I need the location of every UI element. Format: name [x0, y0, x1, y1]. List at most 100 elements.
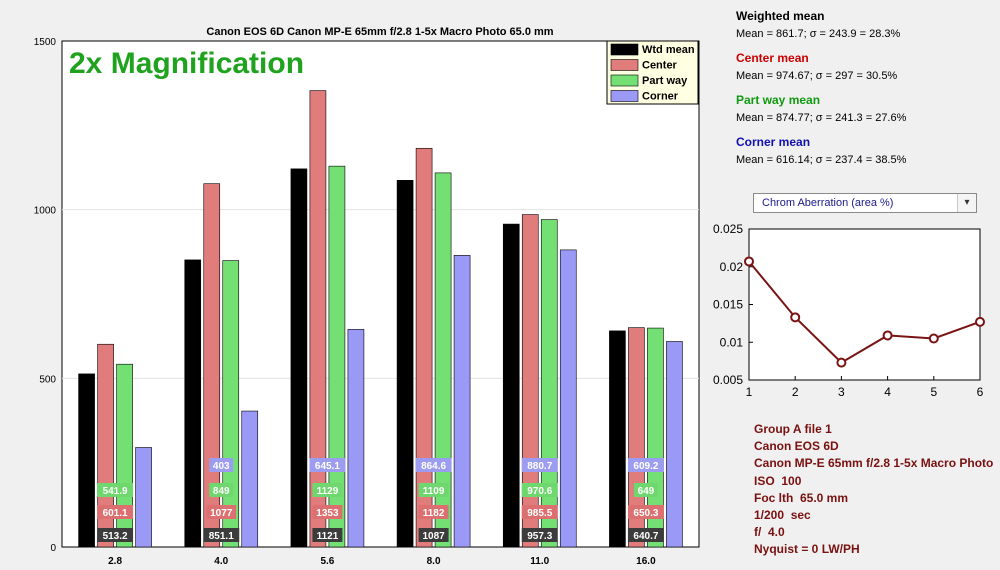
y-tick-label: 0.025: [713, 222, 743, 236]
value-label: 1109: [423, 486, 445, 497]
bar-center: [203, 183, 221, 548]
stats-panel: Weighted mean Mean = 861.7; σ = 243.9 = …: [736, 8, 986, 176]
value-label-bg: [209, 483, 234, 497]
value-label-bg: [312, 483, 343, 497]
bar-corner: [241, 410, 259, 548]
value-label: 645.1: [315, 461, 340, 472]
info-line: f/ 4.0: [754, 525, 785, 540]
value-label: 970.6: [527, 486, 552, 497]
value-label: 1087: [422, 531, 445, 542]
value-label-bg: [521, 458, 558, 472]
value-label: 1121: [317, 531, 339, 542]
value-label-bg: [627, 505, 664, 519]
chrom-aberration-chart: 0.005 0.01 0.015 0.02 0.025 1 2 3 4 5 6: [713, 222, 985, 399]
plot-area: [61, 40, 700, 548]
value-label-bg: [521, 528, 558, 542]
value-label: 403: [213, 461, 230, 472]
data-point: [790, 312, 801, 323]
small-line-series: [744, 256, 985, 368]
value-label: 640.7: [633, 531, 658, 542]
bar-wtd-mean: [184, 259, 202, 548]
bar-wtd-mean: [78, 373, 95, 548]
stat-center-mean: Center mean Mean = 974.67; σ = 297 = 30.…: [736, 50, 986, 86]
y-tick-label: 0.01: [720, 335, 744, 349]
stat-title: Part way mean: [736, 93, 821, 107]
stat-value: Mean = 616.14; σ = 237.4 = 38.5%: [736, 154, 907, 166]
legend-label: Part way: [642, 75, 688, 87]
axes: 0 500 1000 1500 2.8 4.0 5.6 8.0 11.0 16.0: [34, 37, 656, 567]
value-label: 649: [638, 486, 655, 497]
magnification-annotation: 2x Magnification: [69, 47, 304, 80]
bar-part-way: [434, 172, 452, 548]
bar-corner: [559, 249, 577, 548]
x-tick-label: 2: [792, 385, 799, 399]
y-tick-label: 1500: [34, 37, 57, 48]
bar-series: [78, 90, 683, 548]
stat-value: Mean = 974.67; σ = 297 = 30.5%: [736, 70, 898, 82]
value-label-bg: [97, 505, 134, 519]
info-line: Canon MP-E 65mm f/2.8 1-5x Macro Photo: [754, 456, 994, 471]
x-tick-label: 11.0: [530, 556, 549, 567]
value-label-bg: [418, 528, 449, 542]
legend-swatch: [610, 90, 639, 102]
small-axes: 0.005 0.01 0.015 0.02 0.025 1 2 3 4 5 6: [713, 222, 984, 399]
file-info-panel: Group A file 1 Canon EOS 6D Canon MP-E 6…: [754, 421, 993, 559]
value-label: 609.2: [633, 461, 658, 472]
x-tick-label: 4.0: [214, 556, 228, 567]
info-line: ISO 100: [754, 473, 802, 488]
bar-wtd-mean: [502, 223, 520, 548]
value-label-bg: [209, 458, 234, 472]
main-bar-chart: Canon EOS 6D Canon MP-E 65mm f/2.8 1-5x …: [34, 26, 700, 567]
data-point: [928, 333, 939, 344]
data-point: [744, 256, 754, 267]
info-line: Group A file 1: [754, 422, 832, 436]
value-label-bg: [203, 528, 240, 542]
value-label: 985.5: [527, 508, 552, 519]
value-label: 957.3: [527, 531, 552, 542]
stat-value: Mean = 861.7; σ = 243.9 = 28.3%: [736, 28, 901, 40]
bar-part-way: [540, 219, 558, 548]
y-grid: [62, 209, 699, 379]
info-line: 1/200 sec: [754, 508, 811, 523]
value-label-bg: [418, 505, 449, 519]
value-label-bg: [415, 458, 452, 472]
legend-label: Center: [642, 60, 678, 72]
value-label: 864.6: [421, 461, 446, 472]
value-label-bg: [418, 483, 449, 497]
info-line: Nyquist = 0 LW/PH: [754, 542, 860, 557]
legend-swatch: [610, 43, 639, 56]
value-label: 849: [213, 486, 230, 497]
data-point: [882, 330, 893, 341]
value-label: 851.1: [209, 531, 234, 542]
y-tick-label: 500: [39, 374, 56, 385]
chevron-down-icon[interactable]: ▾: [957, 194, 976, 212]
data-line: [748, 260, 981, 364]
legend: Wtd mean Center Part way Corner: [606, 40, 699, 105]
value-label-bg: [521, 505, 558, 519]
value-label: 541.9: [103, 486, 128, 497]
metric-select-value: Chrom Aberration (area %): [762, 197, 894, 209]
value-label: 1353: [316, 508, 339, 519]
bar-corner: [347, 329, 365, 548]
y-tick-label: 0: [50, 543, 56, 554]
bar-part-way: [222, 260, 240, 548]
y-tick-label: 0.015: [713, 298, 743, 312]
value-label-bg: [312, 528, 343, 542]
chart-title: Canon EOS 6D Canon MP-E 65mm f/2.8 1-5x …: [206, 26, 553, 38]
legend-label: Corner: [642, 91, 679, 103]
bar-wtd-mean: [396, 180, 414, 548]
legend-swatch: [610, 74, 639, 87]
bar-part-way: [328, 165, 346, 548]
metric-select[interactable]: Chrom Aberration (area %) ▾: [753, 193, 977, 213]
stat-title: Center mean: [736, 51, 809, 65]
stat-corner-mean: Corner mean Mean = 616.14; σ = 237.4 = 3…: [736, 134, 986, 170]
bar-center: [415, 147, 433, 548]
x-tick-label: 3: [838, 385, 845, 399]
info-line: Canon EOS 6D: [754, 439, 839, 454]
value-label-bg: [627, 528, 664, 542]
value-label-bg: [627, 458, 664, 472]
x-tick-label: 6: [977, 385, 984, 399]
x-tick-label: 2.8: [108, 556, 122, 567]
small-plot-area: [748, 228, 981, 381]
stat-title: Weighted mean: [736, 9, 825, 23]
